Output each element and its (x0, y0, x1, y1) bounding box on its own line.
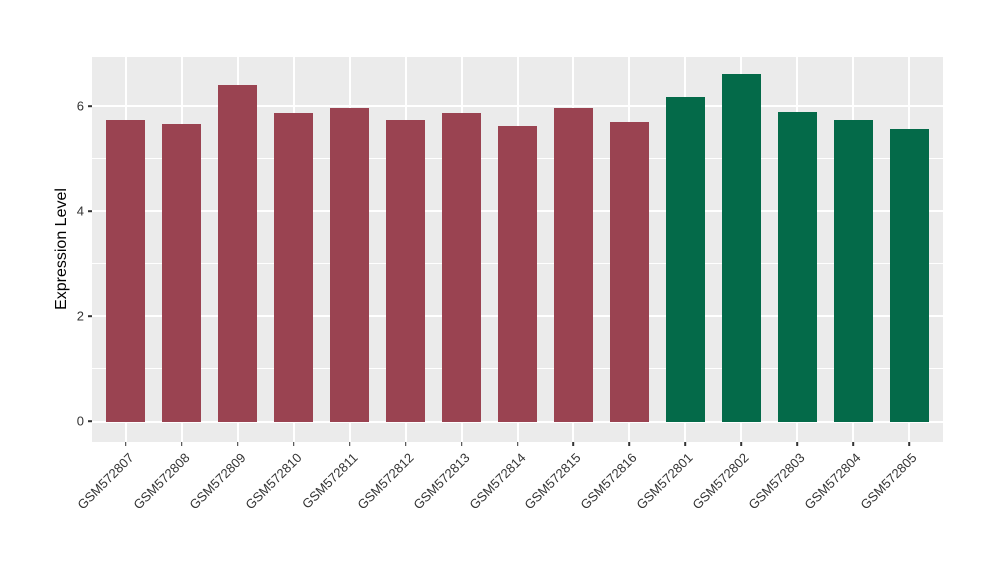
gridline-major (92, 104, 943, 107)
bar-GSM572815 (553, 108, 594, 422)
x-axis-tick-label: GSM572802 (689, 450, 753, 513)
bar-GSM572811 (329, 107, 370, 422)
x-axis-tick-label: GSM572816 (577, 450, 641, 513)
x-axis-tick-label: GSM572813 (409, 450, 473, 513)
bar-GSM572814 (497, 126, 538, 422)
bar-GSM572809 (217, 84, 258, 422)
x-axis-tick-mark (460, 442, 463, 446)
bar-GSM572807 (105, 120, 146, 422)
x-axis-tick-mark (180, 442, 183, 446)
x-axis-tick-label: GSM572805 (857, 450, 921, 513)
y-axis-tick-label: 6 (76, 98, 84, 114)
gridline-major (92, 420, 943, 423)
x-axis-tick-mark (236, 442, 239, 446)
x-axis-tick-mark (628, 442, 631, 446)
x-axis-tick-label: GSM572809 (185, 450, 249, 513)
x-axis-tick-mark (516, 442, 519, 446)
bar-GSM572804 (833, 119, 873, 422)
y-axis-tick-mark (88, 315, 92, 318)
x-axis-tick-label: GSM572811 (298, 450, 361, 512)
y-axis-tick-label: 4 (76, 203, 84, 219)
bar-GSM572801 (665, 97, 706, 422)
y-axis-tick-mark (88, 105, 92, 107)
x-axis-tick-mark (796, 442, 799, 446)
bar-GSM572808 (161, 123, 202, 422)
bar-GSM572810 (273, 113, 314, 422)
y-axis-tick-mark (88, 420, 92, 423)
x-axis-tick-mark (908, 442, 911, 446)
bar-GSM572803 (777, 111, 818, 422)
bar-GSM572816 (609, 121, 650, 422)
bar-GSM572805 (889, 129, 929, 422)
x-axis-tick-mark (348, 442, 351, 446)
y-axis-tick-label: 0 (76, 413, 84, 429)
x-axis-tick-label: GSM572810 (241, 450, 305, 513)
x-axis-tick-label: GSM572801 (633, 450, 697, 513)
x-axis-tick-label: GSM572808 (129, 450, 193, 513)
x-axis-tick-mark (852, 442, 855, 446)
x-axis-tick-label: GSM572814 (465, 450, 529, 513)
bar-GSM572802 (721, 73, 762, 422)
bar-GSM572812 (385, 120, 426, 422)
x-axis-tick-label: GSM572804 (801, 450, 865, 513)
plot-panel (92, 57, 943, 442)
x-axis-tick-mark (404, 442, 407, 446)
x-axis-tick-mark (684, 442, 687, 446)
x-axis-tick-mark (124, 442, 127, 446)
x-axis-tick-label: GSM572815 (521, 450, 585, 513)
x-axis-tick-mark (292, 442, 295, 446)
x-axis-tick-label: GSM572803 (745, 450, 809, 513)
bar-GSM572813 (441, 112, 482, 422)
y-axis-tick-label: 2 (76, 308, 84, 324)
y-axis-tick-mark (88, 210, 92, 212)
x-axis-tick-label: GSM572812 (353, 450, 417, 513)
x-axis-tick-label: GSM572807 (73, 450, 137, 513)
x-axis-tick-mark (740, 442, 743, 446)
x-axis-tick-mark (572, 442, 575, 446)
